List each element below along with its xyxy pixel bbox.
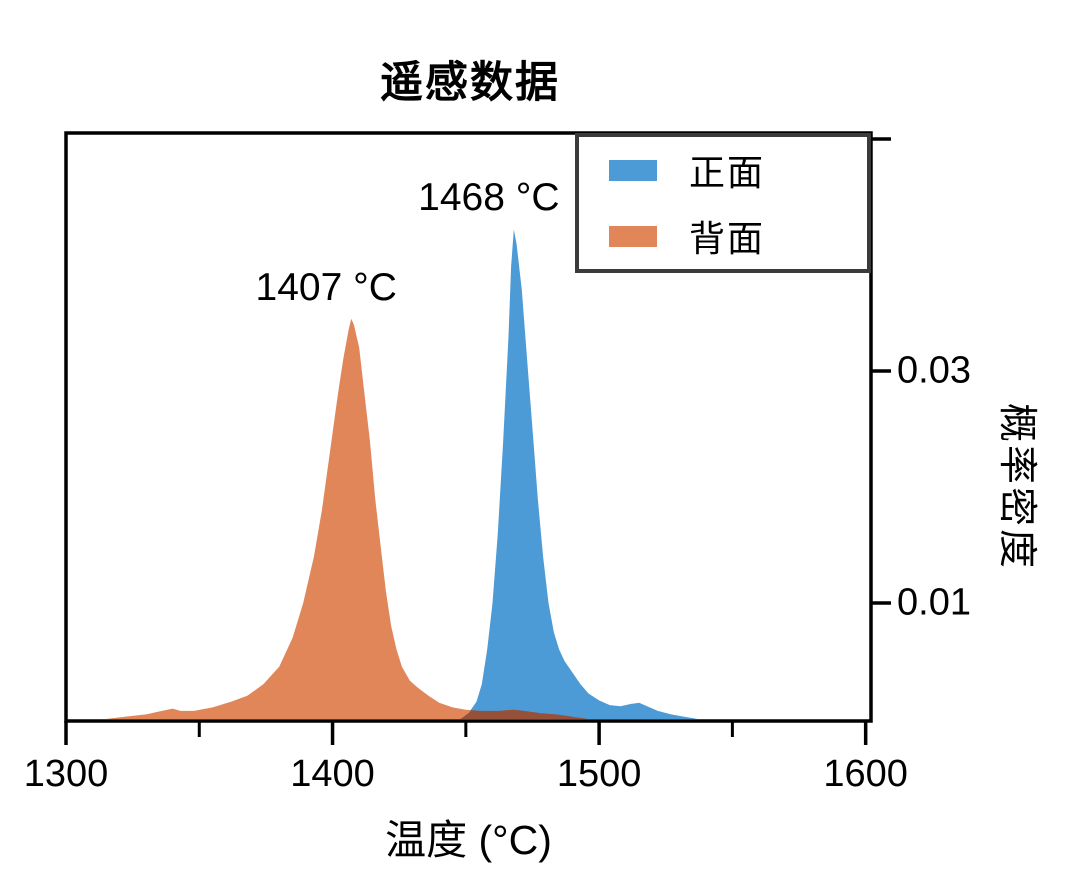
y-axis-label: 概率密度 [995,402,1038,572]
peak-label-back: 1407 °C [255,265,397,309]
legend-swatch-front-icon [609,159,657,181]
x-tick-label: 1600 [823,753,908,795]
legend-swatch-back-icon [609,225,657,247]
x-tick-label: 1400 [290,753,375,795]
legend-item-front: 正面 [609,144,867,196]
chart-title: 遥感数据 [380,59,560,107]
axes-spines [64,131,873,723]
x-tick-label: 1300 [23,753,109,795]
legend-label-front: 正面 [689,152,766,193]
y-tick-label: 0.01 [897,581,971,624]
front-density-area [460,229,698,719]
back-density-area [106,318,589,719]
legend: 正面 背面 [575,133,871,273]
y-tick-label: 0.03 [897,349,971,392]
peak-label-front: 1468 °C [418,176,560,220]
x-tick-label: 1500 [556,753,642,795]
legend-label-back: 背面 [689,218,766,259]
overlap-area [460,709,589,719]
legend-item-back: 背面 [609,210,867,262]
x-axis-label: 温度 (°C) [385,817,552,863]
